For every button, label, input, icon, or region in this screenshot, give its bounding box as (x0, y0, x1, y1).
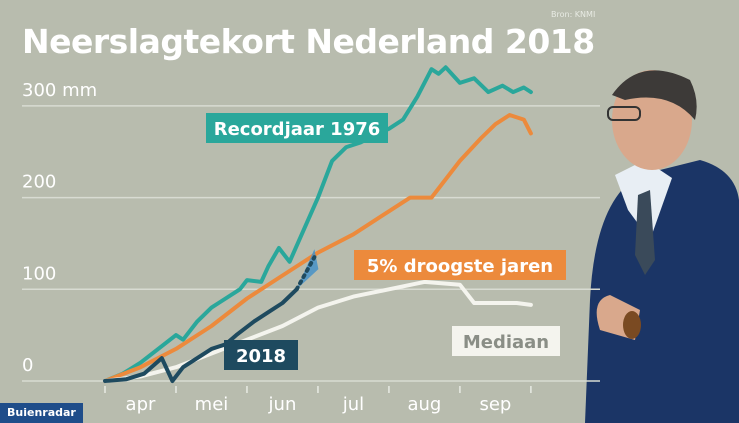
series-lines (103, 65, 533, 383)
presenter-figure (585, 70, 739, 423)
series-label-5-droogste-jaren: 5% droogste jaren (367, 256, 553, 277)
y-tick-label: 100 (22, 263, 56, 284)
source-label: Bron: KNMI (551, 10, 596, 19)
series-label-mediaan: Mediaan (463, 332, 549, 353)
series-label-box-recordjaar-1976 (206, 113, 388, 143)
x-tick-label: jul (342, 394, 364, 415)
x-tick-label: sep (479, 394, 511, 415)
series-line-2018-projection (294, 255, 317, 292)
series-line-recordjaar-1976 (103, 65, 533, 383)
series-label-recordjaar-1976: Recordjaar 1976 (214, 119, 381, 140)
x-tick-label: aug (407, 394, 441, 415)
series-labels: Recordjaar 1976 5% droogste jaren Mediaan 2… (206, 113, 566, 370)
series-label-2018: 2018 (236, 346, 286, 367)
series-label-box-mediaan (452, 326, 560, 356)
series-label-box-5-droogste-jaren (354, 250, 566, 280)
series-line-5-droogste-jaren (103, 113, 533, 383)
buienradar-logo: Buienradar (0, 403, 83, 423)
x-tick-label: apr (126, 394, 156, 415)
series-label-box-2018 (224, 340, 298, 370)
y-axis: 0 100 200 300 mm (22, 80, 97, 376)
chart-title: Neerslagtekort Nederland 2018 (22, 22, 595, 61)
x-tick-label: jun (268, 394, 297, 415)
y-tick-label: 200 (22, 172, 56, 193)
x-tick-label: mei (195, 394, 229, 415)
x-axis: apr mei jun jul aug sep (104, 386, 532, 415)
y-tick-label: 0 (22, 355, 33, 376)
series-line-2018 (103, 287, 299, 383)
y-tick-label: 300 mm (22, 80, 97, 101)
